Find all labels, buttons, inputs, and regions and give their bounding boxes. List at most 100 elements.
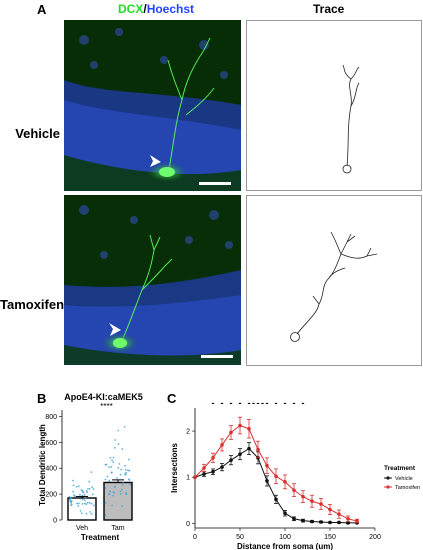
micrograph-vehicle — [64, 20, 241, 191]
data-point-veh — [76, 502, 79, 505]
data-point-veh — [84, 499, 86, 502]
data-point-vehicle — [292, 516, 296, 521]
trace-tamoxifen-drawing — [290, 231, 378, 342]
data-point-veh — [83, 493, 86, 496]
data-point-veh — [73, 495, 76, 497]
significance-dash-6: - — [257, 398, 260, 408]
chart-c-y-label: Intersections — [170, 443, 179, 493]
significance-stars: **** — [100, 402, 112, 411]
panel-a-letter: A — [37, 2, 47, 17]
data-point-vehicle — [319, 520, 323, 524]
data-point-tam — [111, 471, 113, 474]
data-point-veh — [77, 485, 80, 488]
data-point-tam — [127, 458, 130, 461]
c-x-tick-label-150: 150 — [324, 534, 336, 541]
data-point-tam — [110, 466, 113, 468]
data-point-tam — [112, 456, 115, 459]
data-point-tam — [111, 504, 113, 507]
data-point-veh — [85, 512, 88, 515]
data-point-veh — [84, 497, 87, 499]
legend-title: Treatment — [384, 465, 416, 472]
chart-c-x-label: Distance from soma (um) — [237, 542, 333, 550]
data-point-veh — [78, 502, 80, 505]
data-point-veh — [81, 494, 84, 497]
hoechst-label: Hoechst — [146, 2, 195, 16]
c-y-tick-label-2: 2 — [186, 429, 190, 436]
data-point-veh — [91, 493, 94, 496]
y-tick-label-600: 600 — [45, 440, 57, 447]
data-point-veh — [79, 509, 82, 512]
data-point-tam — [121, 483, 124, 486]
data-point-tam — [104, 478, 107, 481]
data-point-veh — [91, 486, 93, 489]
data-point-tamoxifen — [328, 507, 332, 512]
significance-dash-9: - — [275, 398, 278, 408]
row-label-vehicle: Vehicle — [15, 126, 60, 141]
data-point-tamoxifen — [211, 456, 215, 460]
data-point-veh — [69, 500, 72, 503]
micrograph-tamoxifen — [64, 195, 241, 365]
significance-dash-4: - — [248, 398, 251, 408]
data-point-veh — [80, 489, 83, 491]
sholl-intersections-line-chart: 0 1 2 0 50 100 150 200 Distance from soma (um) In… — [170, 398, 420, 550]
panel-b-letter: B — [37, 391, 47, 406]
data-point-veh — [86, 501, 89, 504]
row-label-tamoxifen: Tamoxifen — [0, 297, 65, 312]
data-point-tam — [111, 459, 113, 462]
data-point-tam — [112, 491, 115, 493]
data-point-veh — [72, 479, 74, 482]
legend-marker-tamoxifen — [386, 485, 390, 489]
x-tick-label-tam: Tam — [111, 525, 124, 532]
data-point-tamoxifen — [301, 494, 305, 499]
data-point-veh — [68, 495, 71, 498]
legend-marker-vehicle — [386, 476, 390, 480]
chart-b-title: ApoE4-KI:caMEK5 — [64, 392, 143, 402]
data-point-vehicle — [328, 520, 332, 525]
data-point-tamoxifen — [319, 502, 323, 506]
data-point-veh — [81, 498, 84, 501]
data-point-tam — [124, 468, 127, 471]
data-point-tamoxifen — [229, 430, 233, 435]
micrograph-vehicle-image — [64, 20, 241, 191]
data-point-tamoxifen — [202, 466, 206, 470]
data-point-tamoxifen — [283, 480, 287, 484]
data-point-tam — [128, 469, 131, 472]
data-point-veh — [77, 504, 80, 507]
data-point-vehicle — [346, 521, 350, 525]
c-x-tick-label-0: 0 — [193, 534, 197, 541]
bar-tam — [103, 481, 133, 521]
chart-b-x-label: Treatment — [81, 533, 120, 542]
data-point-tam — [123, 473, 126, 475]
legend-label-vehicle: Vehicle — [395, 476, 413, 482]
data-point-tam — [122, 481, 125, 484]
data-point-veh — [72, 490, 75, 493]
significance-dash-7: - — [261, 398, 264, 408]
data-point-tam — [106, 475, 109, 478]
data-point-veh — [75, 485, 78, 488]
data-point-veh — [70, 504, 72, 507]
header-separator: / — [143, 2, 147, 16]
dendritic-length-bar-chart: ApoE4-KI:caMEK5**** 0 200 400 600 800 Total De… — [38, 392, 143, 542]
data-point-tam — [124, 464, 126, 467]
y-tick-label-200: 200 — [45, 492, 57, 499]
significance-dash-11: - — [293, 398, 296, 408]
data-point-tam — [125, 493, 128, 496]
data-point-tam — [121, 505, 124, 508]
data-point-tamoxifen — [310, 499, 314, 504]
data-point-tamoxifen — [256, 447, 260, 452]
data-point-vehicle — [211, 469, 215, 474]
data-point-veh — [82, 491, 85, 494]
x-tick-label-veh: Veh — [76, 525, 88, 532]
data-point-tam — [112, 494, 114, 497]
data-point-veh — [89, 511, 92, 513]
data-point-tam — [129, 483, 132, 486]
micrograph-tamoxifen-image — [64, 195, 241, 365]
series-line-vehicle — [194, 447, 357, 524]
data-point-tam — [108, 492, 111, 495]
significance-dash-2: - — [230, 398, 233, 408]
c-y-tick-label-1: 1 — [186, 475, 190, 482]
significance-dash-0: - — [212, 398, 215, 408]
data-point-veh — [88, 487, 91, 490]
data-point-tamoxifen — [193, 475, 197, 480]
data-point-veh — [92, 488, 95, 490]
